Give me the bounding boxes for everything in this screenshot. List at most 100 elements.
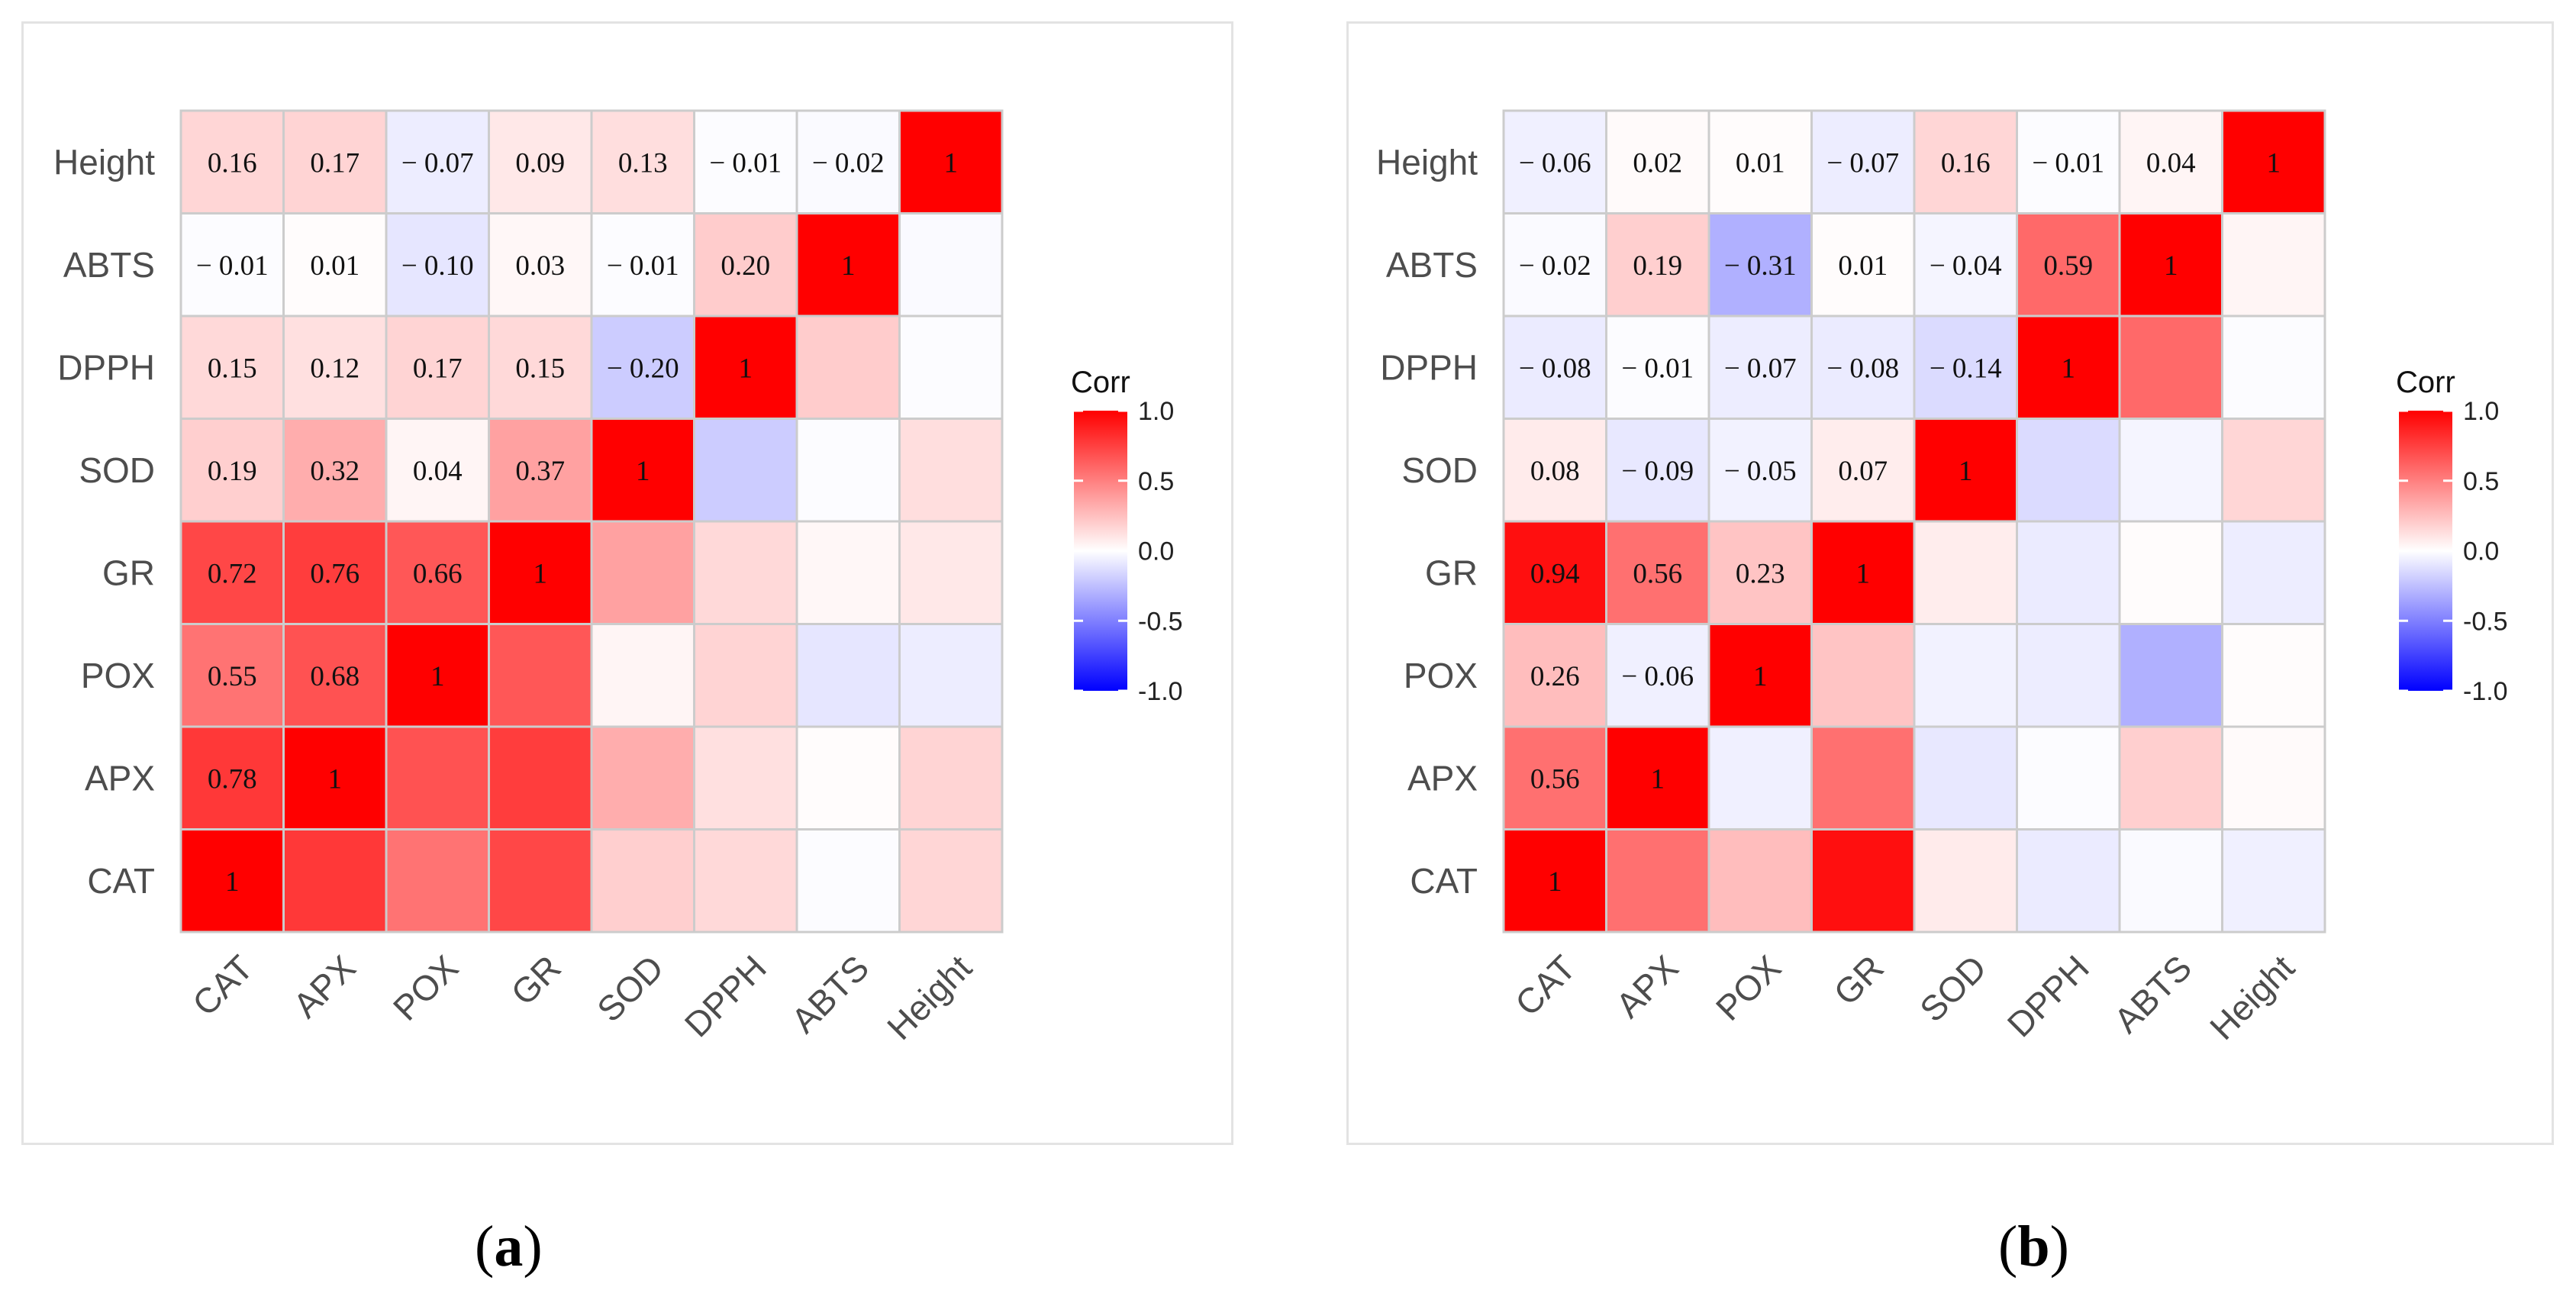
panel-b-legend-tick-label: -0.5 (2463, 607, 2508, 636)
panel-b-cell-DPPH-Height (2016, 109, 2121, 214)
panel-a-cell-label-Height-Height: 1 (944, 147, 959, 179)
panel-b-cell-Height-ABTS (2221, 212, 2326, 318)
panel-b-cell-label-CAT-Height: − 0.06 (1519, 147, 1591, 179)
panel-b-cell-DPPH-APX (2016, 725, 2121, 831)
panel-b-x-tick-GR: GR (1826, 947, 1891, 1013)
panel-b-cell-GR-APX (1810, 725, 1916, 831)
panel-b-cell-label-CAT-APX: 0.56 (1530, 763, 1580, 795)
panel-b-cell-POX-APX (1707, 725, 1813, 831)
panel-b-cell-GR-SOD (1810, 418, 1916, 523)
panel-b-cell-Height-GR (2221, 520, 2326, 625)
panel-b-cell-label-POX-ABTS: − 0.31 (1724, 250, 1797, 282)
panel-b-x-tick-DPPH: DPPH (2000, 947, 2097, 1044)
panel-a-cell-GR-APX (488, 725, 593, 831)
panel-a-cell-label-POX-SOD: 0.04 (413, 456, 463, 487)
panel-a-cell-GR-CAT (488, 828, 593, 934)
panel-b-cell-label-GR-DPPH: − 0.08 (1826, 353, 1899, 384)
panel-b-cell-SOD-CAT (1913, 828, 2018, 934)
panel-a-cell-POX-Height (385, 109, 490, 214)
panel-b-cell-label-CAT-DPPH: − 0.08 (1519, 353, 1591, 384)
panel-b-cell-POX-Height (1707, 109, 1813, 214)
panel-a-legend-tick-label: 0.0 (1138, 537, 1174, 566)
panel-a-cell-SOD-POX (590, 623, 695, 728)
panel-a-cell-POX-APX (385, 725, 490, 831)
panel-a-legend-tick-label: -1.0 (1138, 677, 1183, 706)
panel-b-y-tick-APX: APX (1407, 758, 1478, 798)
panel-b-cell-CAT-DPPH (1502, 314, 1607, 420)
panel-b-cell-Height-APX (2221, 725, 2326, 831)
panel-b-y-tick-POX: POX (1404, 656, 1478, 695)
panel-a-cell-label-DPPH-DPPH: 1 (739, 353, 753, 384)
panel-a-cell-label-APX-DPPH: 0.12 (310, 353, 359, 384)
panel-a-cell-Height-DPPH (898, 314, 1004, 420)
panel-b-cell-label-Height-Height: 1 (2267, 147, 2281, 179)
panel-a-caption: (a) (475, 1214, 543, 1279)
panel-b-cell-APX-GR (1605, 520, 1710, 625)
panel-b-cell-label-APX-DPPH: − 0.01 (1621, 353, 1694, 384)
panel-a-cell-label-APX-Height: 0.17 (310, 147, 359, 179)
panel-b-x-tick-SOD: SOD (1912, 947, 1994, 1029)
panel-a-cell-Height-SOD (898, 418, 1004, 523)
panel-b-cell-label-APX-Height: 0.02 (1633, 147, 1682, 179)
panel-a-y-tick-Height: Height (53, 142, 155, 182)
panel-a-cell-APX-DPPH (282, 314, 388, 420)
panel-b-cell-GR-POX (1810, 623, 1916, 728)
panel-a-cell-DPPH-SOD (693, 418, 798, 523)
panel-b-cell-label-ABTS-Height: 0.04 (2146, 147, 2196, 179)
panel-a-cell-ABTS-POX (795, 623, 901, 728)
panel-b-x-tick-ABTS: ABTS (2107, 947, 2200, 1040)
panel-b-cell-label-GR-ABTS: 0.01 (1838, 250, 1888, 282)
panel-a-cell-label-CAT-CAT: 1 (225, 866, 240, 898)
panel-b-caption-letter: b (2017, 1214, 2050, 1279)
panel-b-cell-ABTS-POX (2118, 623, 2223, 728)
panel-b-legend-tick-label: 0.5 (2463, 467, 2499, 496)
panel-b-cell-Height-DPPH (2221, 314, 2326, 420)
panel-a-cell-label-DPPH-ABTS: 0.20 (721, 250, 770, 282)
panel-a-cell-label-GR-GR: 1 (534, 558, 548, 589)
panel-b-cell-Height-POX (2221, 623, 2326, 728)
panel-b-cell-Height-Height (2221, 109, 2326, 214)
panel-a-cell-POX-DPPH (385, 314, 490, 420)
panel-b-cell-DPPH-GR (2016, 520, 2121, 625)
panel-a-cell-Height-Height (898, 109, 1004, 214)
panel-b-cell-ABTS-SOD (2118, 418, 2223, 523)
panel-b-cell-DPPH-SOD (2016, 418, 2121, 523)
panel-a-cell-CAT-APX (179, 725, 285, 831)
panel-a-cell-ABTS-CAT (795, 828, 901, 934)
panel-b-cell-label-DPPH-Height: − 0.01 (2032, 147, 2104, 179)
panel-a-cell-ABTS-ABTS (795, 212, 901, 318)
panel-a-cell-label-SOD-SOD: 1 (636, 456, 650, 487)
panel-b-cell-label-SOD-SOD: 1 (1959, 456, 1973, 487)
panel-a-cell-label-GR-SOD: 0.37 (515, 456, 565, 487)
panel-b-cell-DPPH-CAT (2016, 828, 2121, 934)
panel-a-cell-Height-POX (898, 623, 1004, 728)
panel-a-cell-label-APX-POX: 0.68 (310, 661, 359, 692)
panel-b-cell-DPPH-POX (2016, 623, 2121, 728)
panel-b-y-tick-DPPH: DPPH (1380, 347, 1478, 387)
panel-b-cell-GR-CAT (1810, 828, 1916, 934)
panel-b-cell-SOD-APX (1913, 725, 2018, 831)
panel-a-cell-Height-GR (898, 520, 1004, 625)
panel-b-cell-APX-DPPH (1605, 314, 1710, 420)
panel-b-cell-label-POX-GR: 0.23 (1736, 558, 1785, 589)
panel-a-cell-APX-POX (282, 623, 388, 728)
panel-b-cell-ABTS-APX (2118, 725, 2223, 831)
panel-a-cell-GR-Height (488, 109, 593, 214)
panel-b-cell-CAT-Height (1502, 109, 1607, 214)
panel-b-cell-label-SOD-ABTS: − 0.04 (1930, 250, 2002, 282)
panel-a-cell-label-POX-POX: 1 (430, 661, 445, 692)
panel-b-y-tick-GR: GR (1425, 553, 1478, 592)
panel-b-cell-label-POX-POX: 1 (1753, 661, 1768, 692)
panel-a-cell-label-GR-ABTS: 0.03 (515, 250, 565, 282)
panel-b-cell-label-GR-SOD: 0.07 (1838, 456, 1888, 487)
panel-b-cell-label-APX-ABTS: 0.19 (1633, 250, 1682, 282)
panel-b-cell-SOD-POX (1913, 623, 2018, 728)
panel-a-cell-label-CAT-APX: 0.78 (208, 763, 257, 795)
panel-a-caption-letter: a (494, 1214, 524, 1279)
panel-b-cell-label-POX-Height: 0.01 (1736, 147, 1785, 179)
panel-a-cell-DPPH-CAT (693, 828, 798, 934)
panel-a-cell-APX-SOD (282, 418, 388, 523)
panel-a-cell-label-ABTS-ABTS: 1 (841, 250, 856, 282)
